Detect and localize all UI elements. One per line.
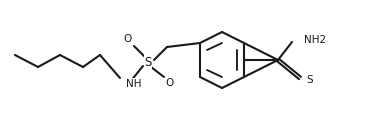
Text: NH2: NH2 — [304, 35, 326, 45]
Text: NH: NH — [126, 79, 142, 89]
Text: O: O — [124, 34, 132, 44]
Text: S: S — [144, 55, 152, 69]
Text: O: O — [166, 78, 174, 88]
Text: S: S — [306, 75, 313, 85]
